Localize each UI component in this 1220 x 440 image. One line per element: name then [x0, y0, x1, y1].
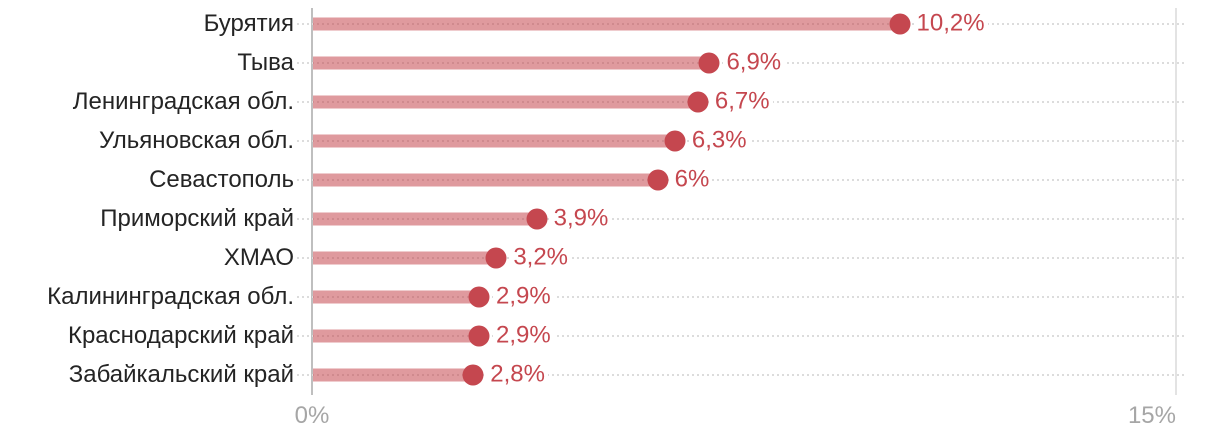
- category-label: Забайкальский край: [68, 360, 294, 388]
- bar: [313, 368, 475, 381]
- value-label: 2,9%: [493, 321, 554, 350]
- x-tick-0: 0%: [294, 402, 330, 429]
- category-label: ХМАО: [223, 243, 294, 271]
- category-label: Ленинградская обл.: [72, 87, 294, 115]
- value-label: 2,8%: [487, 360, 548, 389]
- row-gridline: [312, 217, 1186, 220]
- point-marker: [889, 13, 911, 34]
- category-label: Бурятия: [203, 9, 294, 37]
- leader-dots: [297, 295, 309, 298]
- category-label-cell: Калининградская обл.: [0, 282, 312, 310]
- row-gridline: [312, 178, 1186, 181]
- category-label-cell: Приморский край: [0, 204, 312, 232]
- chart-row: Ульяновская обл. 6,3%: [0, 121, 1220, 160]
- chart-row: Краснодарский край 2,9%: [0, 316, 1220, 355]
- bar: [313, 290, 481, 303]
- chart-rows: Бурятия 10,2% Тыва 6,9% Ленинградская об…: [0, 4, 1220, 394]
- row-gridline: [312, 373, 1186, 376]
- row-gridline: [312, 256, 1186, 259]
- chart-row: Бурятия 10,2%: [0, 4, 1220, 43]
- bar: [313, 212, 538, 225]
- chart-row: Ленинградская обл. 6,7%: [0, 82, 1220, 121]
- value-label: 6,9%: [723, 48, 785, 77]
- category-label-cell: Краснодарский край: [0, 321, 312, 349]
- category-label-cell: Ульяновская обл.: [0, 126, 312, 154]
- row-gridline: [312, 295, 1186, 298]
- value-label: 6,3%: [688, 126, 750, 155]
- chart-row: Приморский край 3,9%: [0, 199, 1220, 238]
- category-label: Приморский край: [100, 204, 294, 232]
- value-label: 6,7%: [711, 87, 773, 116]
- category-label: Севастополь: [149, 165, 294, 193]
- chart-row: Забайкальский край 2,8%: [0, 355, 1220, 394]
- value-label: 10,2%: [913, 9, 988, 38]
- category-label: Тыва: [237, 48, 294, 76]
- leader-dots: [297, 256, 309, 259]
- leader-dots: [297, 61, 309, 64]
- bar: [313, 329, 481, 342]
- row-track: 3,9%: [312, 199, 1186, 238]
- x-tick-15: 15%: [1127, 402, 1176, 429]
- row-track: 3,2%: [312, 238, 1186, 277]
- row-track: 2,9%: [312, 277, 1186, 316]
- leader-dots: [297, 100, 309, 103]
- point-marker: [462, 364, 484, 385]
- chart-row: Калининградская обл. 2,9%: [0, 277, 1220, 316]
- leader-dots: [297, 217, 309, 220]
- row-track: 2,9%: [312, 316, 1186, 355]
- category-label-cell: Севастополь: [0, 165, 312, 193]
- row-track: 2,8%: [312, 355, 1186, 394]
- category-label-cell: Ленинградская обл.: [0, 87, 312, 115]
- row-track: 10,2%: [312, 4, 1186, 43]
- leader-dots: [297, 178, 309, 181]
- category-label-cell: ХМАО: [0, 243, 312, 271]
- leader-dots: [297, 22, 309, 25]
- bar: [313, 95, 699, 108]
- category-label-cell: Тыва: [0, 48, 312, 76]
- point-marker: [468, 325, 490, 346]
- row-track: 6%: [312, 160, 1186, 199]
- category-label: Калининградская обл.: [47, 282, 294, 310]
- row-track: 6,3%: [312, 121, 1186, 160]
- chart-row: Тыва 6,9%: [0, 43, 1220, 82]
- point-marker: [687, 91, 709, 112]
- bar: [313, 134, 676, 147]
- chart-row: ХМАО 3,2%: [0, 238, 1220, 277]
- bar: [313, 173, 659, 186]
- bar: [313, 251, 498, 264]
- leader-dots: [297, 334, 309, 337]
- value-label: 6%: [671, 165, 713, 194]
- bar: [313, 56, 711, 69]
- point-marker: [698, 52, 720, 73]
- point-marker: [647, 169, 669, 190]
- point-marker: [664, 130, 686, 151]
- point-marker: [526, 208, 548, 229]
- leader-dots: [297, 139, 309, 142]
- bar: [313, 17, 901, 30]
- max-gridline: [1175, 8, 1177, 395]
- leader-dots: [297, 373, 309, 376]
- zero-axis-line: [311, 8, 313, 395]
- value-label: 3,9%: [550, 204, 612, 233]
- value-label: 2,9%: [493, 282, 554, 311]
- row-track: 6,9%: [312, 43, 1186, 82]
- category-label-cell: Бурятия: [0, 9, 312, 37]
- value-label: 3,2%: [510, 243, 572, 272]
- row-track: 6,7%: [312, 82, 1186, 121]
- category-label-cell: Забайкальский край: [0, 360, 312, 388]
- category-label: Краснодарский край: [67, 321, 294, 349]
- chart-row: Севастополь 6%: [0, 160, 1220, 199]
- point-marker: [485, 247, 507, 268]
- row-gridline: [312, 334, 1186, 337]
- point-marker: [468, 286, 490, 307]
- category-label: Ульяновская обл.: [99, 126, 294, 154]
